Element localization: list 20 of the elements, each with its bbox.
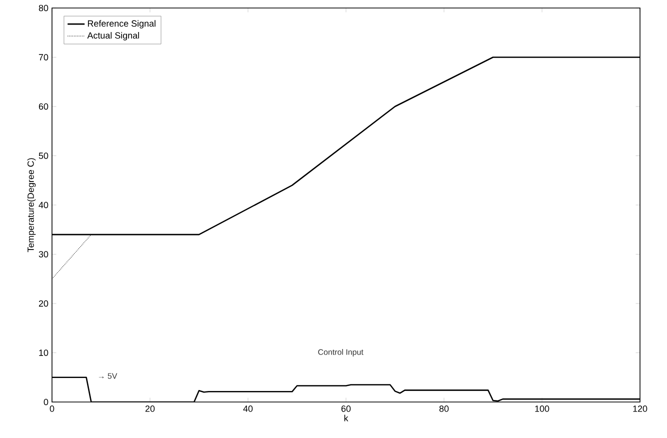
y-tick-label: 30 bbox=[38, 251, 48, 258]
y-tick-label: 80 bbox=[38, 4, 48, 12]
y-tick-label: 70 bbox=[38, 54, 48, 60]
y-tick-label: 10 bbox=[39, 350, 48, 356]
x-axis-title: k bbox=[344, 414, 348, 422]
x-tick-label: 80 bbox=[439, 406, 449, 412]
y-tick-label: 60 bbox=[38, 103, 48, 110]
x-tick-label: 100 bbox=[535, 406, 550, 412]
y-tick-label: 0 bbox=[44, 398, 48, 406]
legend-label: Actual Signal bbox=[87, 32, 139, 40]
x-tick-label: 120 bbox=[633, 406, 648, 412]
legend-label: Reference Signal bbox=[88, 20, 156, 28]
x-tick-label: 0 bbox=[50, 406, 54, 412]
y-tick-label: 40 bbox=[38, 202, 48, 208]
y-tick-label: 20 bbox=[38, 300, 48, 307]
x-tick-label: 20 bbox=[145, 406, 155, 412]
x-tick-label: 60 bbox=[341, 406, 351, 412]
y-tick-label: 50 bbox=[38, 152, 48, 159]
y-axis-title: Temperature(Degree C) bbox=[27, 158, 36, 252]
x-tick-label: 40 bbox=[243, 406, 253, 412]
